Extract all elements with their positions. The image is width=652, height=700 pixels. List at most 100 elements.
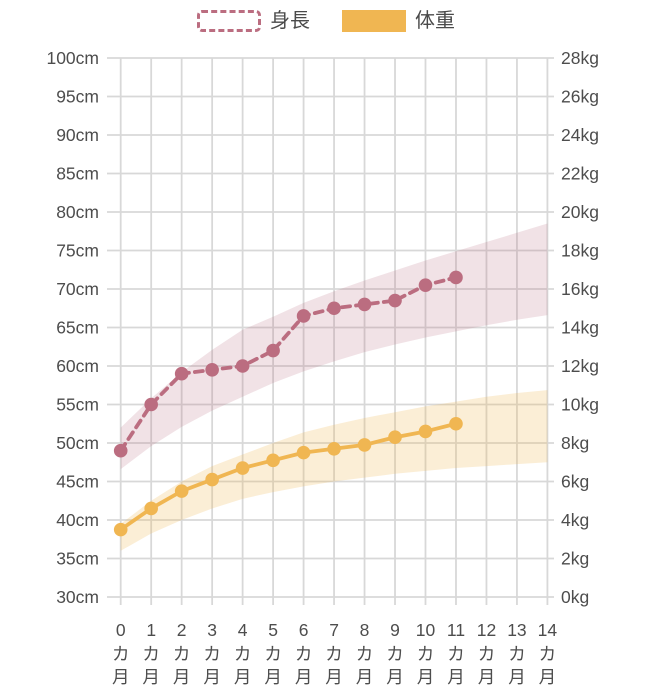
svg-text:カ: カ xyxy=(386,644,404,664)
weight-point-8 xyxy=(357,438,372,452)
svg-text:30cm: 30cm xyxy=(56,587,99,607)
x-axis-labels: 0カ月1カ月2カ月3カ月4カ月5カ月6カ月7カ月8カ月9カ月10カ月11カ月12… xyxy=(112,620,557,687)
weight-point-4 xyxy=(235,461,250,475)
svg-text:4: 4 xyxy=(238,620,248,640)
svg-text:60cm: 60cm xyxy=(56,356,99,376)
svg-text:7: 7 xyxy=(329,620,339,640)
svg-text:月: 月 xyxy=(417,667,435,687)
weight-legend-label: 体重 xyxy=(415,10,455,32)
svg-text:1: 1 xyxy=(146,620,156,640)
svg-text:カ: カ xyxy=(356,644,374,664)
svg-text:月: 月 xyxy=(356,667,374,687)
svg-text:35cm: 35cm xyxy=(56,549,99,569)
svg-text:カ: カ xyxy=(539,644,557,664)
svg-text:月: 月 xyxy=(447,667,465,687)
svg-text:45cm: 45cm xyxy=(56,472,99,492)
svg-text:月: 月 xyxy=(386,667,404,687)
svg-text:75cm: 75cm xyxy=(56,241,99,261)
svg-text:18kg: 18kg xyxy=(561,241,599,261)
svg-text:カ: カ xyxy=(508,644,526,664)
height-dashed-swatch-icon xyxy=(197,10,261,32)
svg-text:5: 5 xyxy=(268,620,278,640)
height-point-8 xyxy=(357,297,372,312)
weight-point-7 xyxy=(327,441,341,456)
svg-text:16kg: 16kg xyxy=(561,279,599,299)
svg-text:月: 月 xyxy=(539,667,557,687)
weight-point-10 xyxy=(418,424,433,439)
svg-text:月: 月 xyxy=(112,667,130,687)
height-point-3 xyxy=(205,363,219,377)
weight-point-3 xyxy=(205,472,219,487)
height-series xyxy=(113,270,463,458)
legend-item-height: 身長 xyxy=(197,10,310,32)
svg-text:11: 11 xyxy=(447,620,465,640)
svg-text:カ: カ xyxy=(173,644,191,664)
svg-text:70cm: 70cm xyxy=(56,279,99,299)
svg-text:月: 月 xyxy=(325,667,343,687)
svg-text:10kg: 10kg xyxy=(561,395,599,415)
height-point-11 xyxy=(449,270,463,285)
weight-series xyxy=(113,416,463,537)
weight-point-9 xyxy=(388,430,402,445)
height-point-2 xyxy=(174,366,189,381)
svg-text:13: 13 xyxy=(507,620,526,640)
svg-text:3: 3 xyxy=(207,620,217,640)
svg-text:月: 月 xyxy=(234,667,252,687)
svg-text:月: 月 xyxy=(264,667,282,687)
weight-point-6 xyxy=(296,445,311,460)
weight-filled-swatch-icon xyxy=(342,10,406,32)
weight-band xyxy=(120,390,548,551)
svg-text:10: 10 xyxy=(416,620,436,640)
svg-text:月: 月 xyxy=(142,667,160,687)
svg-text:90cm: 90cm xyxy=(56,125,99,145)
svg-text:12kg: 12kg xyxy=(561,356,599,376)
svg-text:月: 月 xyxy=(203,667,221,687)
weight-point-2 xyxy=(174,484,189,498)
weight-point-11 xyxy=(449,416,463,431)
legend: 身長 体重 xyxy=(0,10,652,32)
height-point-6 xyxy=(296,309,311,323)
svg-text:26kg: 26kg xyxy=(561,87,599,107)
height-point-5 xyxy=(266,343,280,358)
svg-text:0: 0 xyxy=(116,620,126,640)
svg-text:カ: カ xyxy=(264,644,282,664)
height-point-0 xyxy=(113,443,128,458)
svg-text:100cm: 100cm xyxy=(46,48,99,68)
svg-text:月: 月 xyxy=(173,667,191,687)
svg-text:65cm: 65cm xyxy=(56,318,99,338)
svg-text:24kg: 24kg xyxy=(561,125,599,145)
svg-text:14kg: 14kg xyxy=(561,318,599,338)
svg-text:12: 12 xyxy=(477,620,496,640)
svg-text:22kg: 22kg xyxy=(561,164,599,184)
svg-text:カ: カ xyxy=(478,644,496,664)
svg-text:カ: カ xyxy=(417,644,435,664)
svg-text:カ: カ xyxy=(203,644,221,664)
svg-text:14: 14 xyxy=(538,620,558,640)
svg-text:カ: カ xyxy=(447,644,465,664)
weight-point-0 xyxy=(113,522,128,537)
svg-text:2: 2 xyxy=(177,620,187,640)
svg-text:カ: カ xyxy=(112,644,130,664)
svg-text:85cm: 85cm xyxy=(56,164,99,184)
svg-text:8: 8 xyxy=(360,620,370,640)
right-axis-labels: 0kg 2kg 4kg 6kg 8kg 10kg 12kg 14kg 16kg 18kg 20kg 2… xyxy=(561,48,599,607)
height-point-4 xyxy=(235,359,250,373)
svg-text:0kg: 0kg xyxy=(561,587,589,607)
svg-text:50cm: 50cm xyxy=(56,433,99,453)
legend-item-weight: 体重 xyxy=(342,10,455,32)
svg-text:20kg: 20kg xyxy=(561,202,599,222)
svg-text:9: 9 xyxy=(390,620,400,640)
left-axis-labels: 30cm 35cm 40cm 45cm 50cm 55cm 60cm 65cm 70cm 75cm… xyxy=(46,48,99,607)
svg-text:6: 6 xyxy=(299,620,309,640)
svg-text:6kg: 6kg xyxy=(561,472,589,492)
weight-point-1 xyxy=(144,501,158,516)
svg-text:月: 月 xyxy=(295,667,313,687)
height-legend-label: 身長 xyxy=(270,10,310,32)
svg-text:カ: カ xyxy=(142,644,160,664)
height-point-9 xyxy=(388,293,402,308)
svg-text:カ: カ xyxy=(325,644,343,664)
svg-text:月: 月 xyxy=(508,667,526,687)
svg-text:カ: カ xyxy=(295,644,313,664)
svg-text:95cm: 95cm xyxy=(56,87,99,107)
